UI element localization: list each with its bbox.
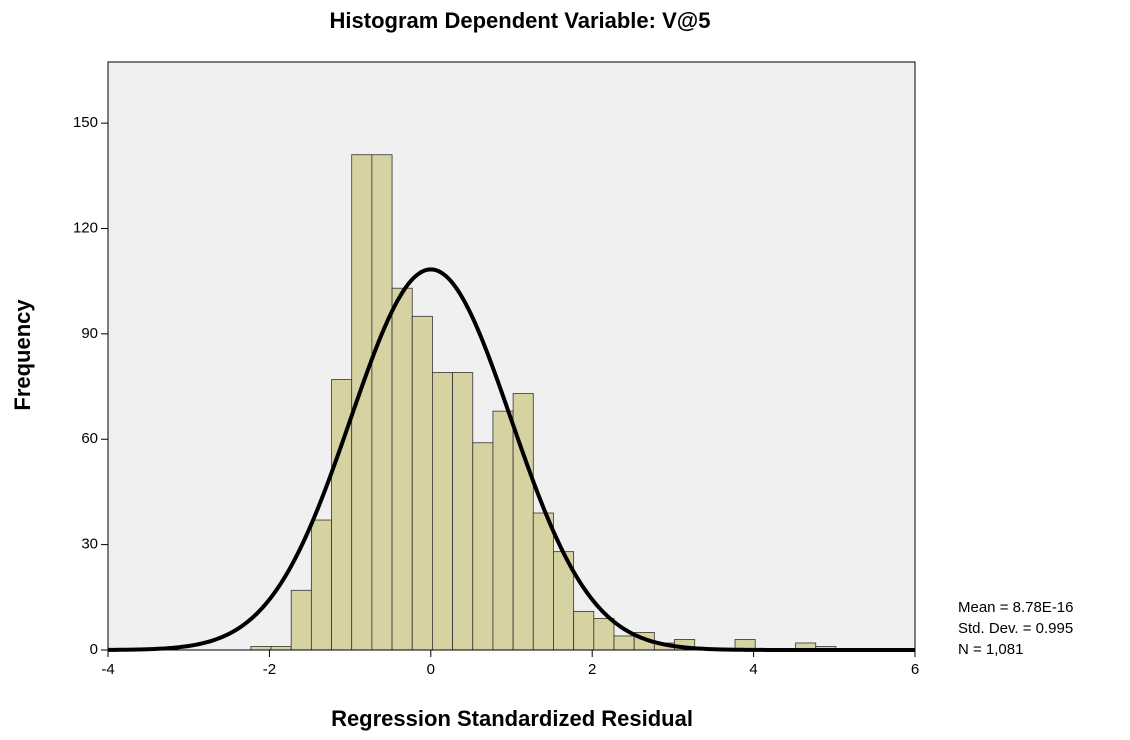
bar <box>250 646 272 651</box>
bar <box>391 287 413 651</box>
bar <box>432 372 453 651</box>
bar <box>492 410 514 651</box>
bar <box>613 635 635 651</box>
bar <box>290 589 312 651</box>
y-tick-label: 60 <box>81 430 98 447</box>
x-axis-title: Regression Standardized Residual <box>331 706 693 731</box>
x-tick-label: -2 <box>263 661 276 678</box>
bar <box>472 442 494 651</box>
bar <box>310 519 332 651</box>
stat-label: Std. Dev. = 0.995 <box>958 620 1073 637</box>
bar <box>270 646 292 651</box>
bar <box>573 610 595 651</box>
plot-frame <box>107 61 916 651</box>
y-tick-label: 120 <box>73 219 98 236</box>
x-tick-label: -4 <box>101 661 114 678</box>
x-tick-label: 6 <box>911 661 919 678</box>
stat-label: Mean = 8.78E-16 <box>958 599 1074 616</box>
x-tick-label: 2 <box>588 661 596 678</box>
y-tick-label: 150 <box>73 114 98 131</box>
bar <box>371 154 393 651</box>
chart-title: Histogram Dependent Variable: V@5 <box>330 8 711 33</box>
bar <box>532 512 554 651</box>
stat-label: N = 1,081 <box>958 641 1023 658</box>
x-tick-label: 0 <box>427 661 435 678</box>
y-tick-label: 0 <box>90 641 98 658</box>
y-axis-title: Frequency <box>10 299 35 411</box>
y-tick-label: 30 <box>81 536 98 553</box>
y-tick-label: 90 <box>81 325 98 342</box>
bar <box>411 315 433 651</box>
bar <box>593 617 615 651</box>
bar <box>452 372 474 651</box>
x-tick-label: 4 <box>749 661 757 678</box>
